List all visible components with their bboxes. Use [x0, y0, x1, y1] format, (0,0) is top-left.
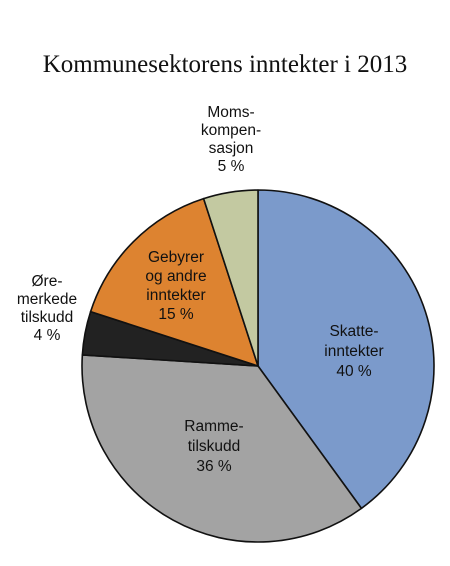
pie-label-line: Gebyrer	[148, 249, 204, 266]
pie-label-line: Moms-	[207, 104, 254, 121]
pie-label-momskompensasjon: Moms-kompen-sasjon 5 %	[201, 104, 261, 175]
pie-label-line: inntekter	[324, 343, 383, 360]
pie-label-line: Øre-	[32, 273, 63, 290]
pie-label-line: kompen-	[201, 122, 261, 139]
pie-label-oremerkede-tilskudd: Øre-merkede tilskudd 4 %	[17, 273, 77, 344]
pie-labels: Skatte-inntekter 40 % Ramme-tilskudd 36 % Ør…	[17, 104, 384, 475]
pie-label-line: 15 %	[158, 306, 194, 323]
pie-label-line: merkede	[17, 291, 77, 308]
pie-slices	[81, 189, 435, 543]
pie-label-gebyrer: Gebyrer og andre inntekter 15 %	[145, 249, 206, 323]
pie-slice-rammetilskudd	[81, 354, 363, 543]
pie-label-rammetilskudd: Ramme-tilskudd 36 %	[184, 418, 243, 475]
pie-label-line: tilskudd	[188, 438, 241, 455]
pie-slice-skatteinntekter	[257, 189, 435, 510]
pie-slice-gebyrer	[89, 197, 259, 367]
pie-label-skatteinntekter: Skatte-inntekter 40 %	[324, 323, 383, 380]
pie-slice-momskompensasjon	[202, 189, 259, 367]
pie-label-line: sasjon	[209, 140, 254, 157]
chart-title: Kommunesektorens inntekter i 2013	[43, 51, 408, 78]
pie-label-line: tilskudd	[21, 309, 74, 326]
pie-label-line: og andre	[145, 268, 206, 285]
pie-label-line: 40 %	[336, 363, 372, 380]
pie-label-line: Skatte-	[329, 323, 378, 340]
pie-label-line: inntekter	[146, 287, 205, 304]
pie-label-line: 36 %	[196, 458, 232, 475]
pie-label-line: 5 %	[218, 158, 245, 175]
pie-label-line: 4 %	[34, 327, 61, 344]
pie-label-line: Ramme-	[184, 418, 243, 435]
